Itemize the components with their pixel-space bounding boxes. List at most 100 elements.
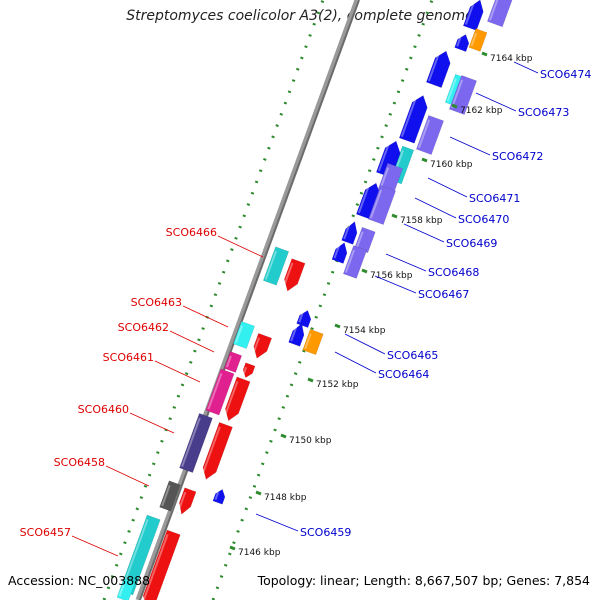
reverse-gene-10-shine (201, 426, 221, 477)
forward-gene-8-shape (398, 95, 428, 144)
forward-gene-leader (513, 61, 539, 74)
reverse-gene-5-shape (223, 351, 243, 373)
forward-gene-label: SCO6474 (540, 68, 591, 81)
forward-gene-label: SCO6464 (378, 368, 429, 381)
forward-gene-label: SCO6471 (469, 192, 520, 205)
forward-gene-2-shape (487, 0, 513, 28)
scale-tick-label: 7156 kbp (370, 271, 413, 281)
forward-gene-17-shine (333, 244, 341, 259)
forward-gene-leader (255, 513, 299, 532)
scale-tick-label: 7150 kbp (289, 436, 332, 446)
reverse-gene-leader (182, 305, 229, 328)
forward-gene-leader (475, 92, 517, 112)
forward-gene-21-shape (302, 328, 324, 356)
reverse-gene-4 (251, 333, 273, 359)
genome-axis-shadow (139, 0, 360, 600)
scale-tick-label: 7146 kbp (238, 548, 281, 558)
reverse-gene-8-shine (223, 381, 239, 418)
forward-gene-16-shine (356, 231, 364, 248)
forward-gene-15-shine (343, 223, 351, 240)
reverse-gene-10-shape (202, 422, 233, 480)
forward-gene-15-shape (341, 221, 358, 245)
forward-gene-19-shine (298, 312, 304, 323)
forward-gene-9 (416, 115, 444, 155)
forward-gene-4-shine (456, 36, 462, 47)
scale-tick-4 (307, 377, 314, 383)
reverse-gene-label: SCO6463 (131, 296, 182, 309)
reverse-gene-6-shape (242, 362, 256, 378)
accession-label: Accession: NC_003888 (8, 573, 151, 588)
reverse-gene-leader (129, 412, 175, 434)
map-title: Streptomyces coelicolor A3(2), complete … (126, 8, 474, 24)
reverse-gene-15-shine (118, 582, 126, 597)
reverse-gene-label: SCO6466 (166, 226, 217, 239)
scale-tick-label: 7164 kbp (490, 54, 533, 64)
forward-gene-22-shine (214, 491, 220, 501)
forward-gene-18-shape (342, 245, 368, 279)
forward-gene-20 (288, 323, 305, 347)
reverse-gene-12 (177, 487, 197, 515)
reverse-gene-5-shine (225, 355, 232, 368)
forward-gene-7 (449, 75, 477, 115)
scale-tick-6 (361, 268, 368, 274)
scale-tick-1 (229, 545, 236, 551)
reverse-gene-11 (159, 480, 181, 512)
forward-gene-6-shine (446, 78, 457, 102)
reverse-gene-12-shine (177, 491, 187, 512)
scale-tick-label: 7160 kbp (430, 160, 473, 170)
scale-tick-5 (334, 323, 341, 329)
scale-tick-9 (451, 103, 458, 109)
forward-gene-21-shine (304, 333, 312, 350)
reverse-gene-1-shine (264, 250, 278, 280)
forward-gene-18-shine (344, 249, 356, 273)
scale-tick-7 (391, 213, 398, 219)
reverse-gene-14-shine (141, 534, 169, 600)
forward-gene-leader (427, 177, 468, 198)
reverse-gene-15 (116, 578, 136, 600)
forward-gene-leader (385, 253, 427, 272)
forward-gene-18 (342, 245, 368, 279)
reverse-gene-label: SCO6461 (103, 351, 154, 364)
reverse-gene-leader (169, 330, 215, 353)
reverse-gene-15-shape (116, 578, 136, 600)
forward-gene-20-shape (288, 323, 305, 347)
forward-gene-1-shape (462, 0, 484, 31)
forward-gene-label: SCO6469 (446, 237, 497, 250)
forward-gene-label: SCO6473 (518, 106, 569, 119)
reverse-gene-9-shape (179, 413, 213, 473)
reverse-gene-leader (105, 465, 150, 487)
reverse-gene-14 (141, 529, 181, 600)
reverse-gene-5 (223, 351, 243, 373)
reverse-gene-label: SCO6458 (54, 456, 105, 469)
scale-tick-label: 7148 kbp (264, 493, 307, 503)
reverse-gene-6 (242, 362, 256, 378)
reverse-gene-2-shape (284, 258, 306, 292)
reverse-gene-7-shape (205, 368, 235, 416)
scale-tick-10 (481, 51, 488, 57)
forward-gene-5-shine (427, 52, 441, 82)
forward-gene-label: SCO6465 (387, 349, 438, 362)
forward-gene-20-shine (290, 325, 298, 342)
scale-tick-label: 7162 kbp (460, 106, 503, 116)
reverse-gene-9 (179, 413, 213, 473)
reverse-gene-7-shine (207, 373, 223, 410)
reverse-gene-9-shine (181, 417, 201, 468)
forward-gene-leader (403, 223, 445, 243)
forward-gene-leader (344, 333, 386, 355)
forward-gene-7-shine (450, 79, 464, 109)
reverse-gene-label: SCO6462 (118, 321, 169, 334)
forward-gene-12-shine (378, 167, 390, 191)
forward-gene-leader (414, 197, 457, 219)
forward-gene-label: SCO6470 (458, 213, 509, 226)
forward-gene-11-shine (377, 142, 391, 172)
forward-gene-14 (368, 185, 396, 225)
scale-tick-label: 7154 kbp (343, 326, 386, 336)
forward-gene-2 (487, 0, 513, 28)
forward-gene-leader (449, 136, 491, 156)
reverse-gene-leader (217, 235, 264, 258)
forward-gene-label: SCO6468 (428, 266, 479, 279)
reverse-gene-3 (232, 321, 256, 349)
topology-label: Topology: linear; Length: 8,667,507 bp; … (257, 573, 590, 588)
reverse-gene-8 (223, 376, 251, 422)
